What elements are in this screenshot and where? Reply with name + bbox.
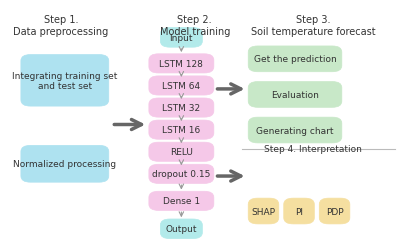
FancyBboxPatch shape — [21, 146, 109, 182]
Text: Input: Input — [170, 34, 193, 43]
Text: LSTM 128: LSTM 128 — [160, 60, 203, 68]
FancyBboxPatch shape — [248, 118, 342, 143]
Text: SHAP: SHAP — [252, 207, 276, 216]
Text: Generating chart: Generating chart — [256, 126, 334, 135]
Text: PDP: PDP — [326, 207, 343, 216]
Text: LSTM 64: LSTM 64 — [162, 82, 200, 90]
FancyBboxPatch shape — [149, 76, 214, 96]
FancyBboxPatch shape — [248, 47, 342, 72]
FancyBboxPatch shape — [21, 55, 109, 107]
FancyBboxPatch shape — [319, 198, 350, 224]
FancyBboxPatch shape — [149, 192, 214, 210]
Text: Step 2.
Model training: Step 2. Model training — [160, 15, 230, 36]
Text: PI: PI — [295, 207, 303, 216]
FancyBboxPatch shape — [149, 142, 214, 162]
FancyBboxPatch shape — [284, 198, 314, 224]
FancyBboxPatch shape — [149, 98, 214, 118]
Text: Evaluation: Evaluation — [271, 90, 319, 100]
Text: dropout 0.15: dropout 0.15 — [152, 170, 210, 178]
FancyBboxPatch shape — [248, 82, 342, 108]
Text: Step 3.
Soil temperature forecast: Step 3. Soil temperature forecast — [251, 15, 376, 36]
FancyBboxPatch shape — [160, 219, 202, 239]
Text: LSTM 16: LSTM 16 — [162, 126, 200, 134]
Text: LSTM 32: LSTM 32 — [162, 104, 200, 112]
Text: Dense 1: Dense 1 — [163, 196, 200, 205]
Text: RELU: RELU — [170, 148, 193, 156]
Text: Integrating training set
and test set: Integrating training set and test set — [12, 71, 118, 91]
Text: Normalized processing: Normalized processing — [13, 160, 116, 168]
FancyBboxPatch shape — [149, 120, 214, 140]
Text: Step 1.
Data preprocessing: Step 1. Data preprocessing — [13, 15, 109, 36]
FancyBboxPatch shape — [248, 198, 279, 224]
Text: Get the prediction: Get the prediction — [254, 55, 336, 64]
FancyBboxPatch shape — [149, 164, 214, 184]
Text: Output: Output — [166, 224, 197, 234]
Text: Step 4. Interpretation: Step 4. Interpretation — [264, 144, 362, 154]
FancyBboxPatch shape — [160, 28, 202, 48]
FancyBboxPatch shape — [149, 54, 214, 74]
